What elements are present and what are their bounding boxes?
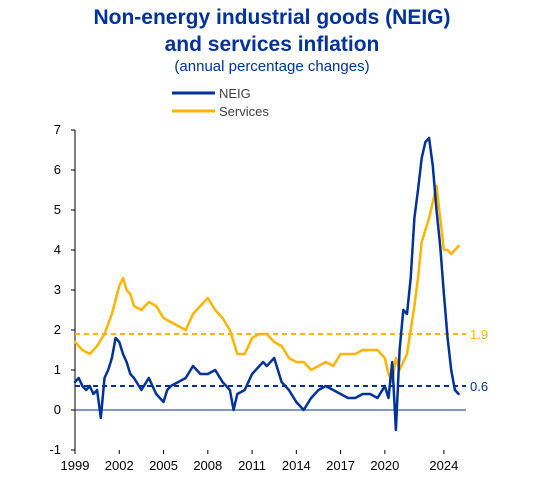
x-tick-label: 2020 bbox=[370, 458, 399, 473]
y-tick-label: 2 bbox=[54, 322, 61, 337]
chart-title-line2: and services inflation bbox=[164, 33, 380, 56]
legend-label: NEIG bbox=[219, 86, 251, 101]
series-group bbox=[73, 136, 460, 432]
y-tick-label: -1 bbox=[49, 442, 61, 457]
legend-label: Services bbox=[219, 104, 269, 119]
y-tick-label: 0 bbox=[54, 402, 61, 417]
y-tick-label: 6 bbox=[54, 162, 61, 177]
x-tick-label: 2011 bbox=[238, 458, 266, 473]
x-tick-label: 2008 bbox=[193, 458, 222, 473]
x-tick-label: 1999 bbox=[61, 458, 90, 473]
x-tick-label: 2024 bbox=[429, 458, 458, 473]
series-line-services bbox=[73, 184, 460, 384]
x-tick-label: 2002 bbox=[105, 458, 134, 473]
y-tick-label: 3 bbox=[54, 282, 61, 297]
chart-subtitle: (annual percentage changes) bbox=[174, 58, 370, 75]
reference-label: 1.9 bbox=[470, 327, 488, 342]
reference-label: 0.6 bbox=[470, 379, 488, 394]
legend: NEIG Services bbox=[172, 86, 269, 119]
axes: -1 0 1 2 3 4 5 6 7 1999 2002 2005 2008 2011 2014 2017 20… bbox=[49, 122, 466, 473]
series-line-neig bbox=[73, 136, 460, 432]
y-tick-label: 5 bbox=[54, 202, 61, 217]
y-tick-label: 4 bbox=[54, 242, 61, 257]
chart-title-line1: Non-energy industrial goods (NEIG) bbox=[93, 6, 451, 29]
y-tick-label: 7 bbox=[54, 122, 61, 137]
x-tick-label: 2005 bbox=[149, 458, 178, 473]
x-tick-label: 2017 bbox=[326, 458, 355, 473]
x-tick-label: 2014 bbox=[282, 458, 311, 473]
y-tick-label: 1 bbox=[54, 362, 61, 377]
